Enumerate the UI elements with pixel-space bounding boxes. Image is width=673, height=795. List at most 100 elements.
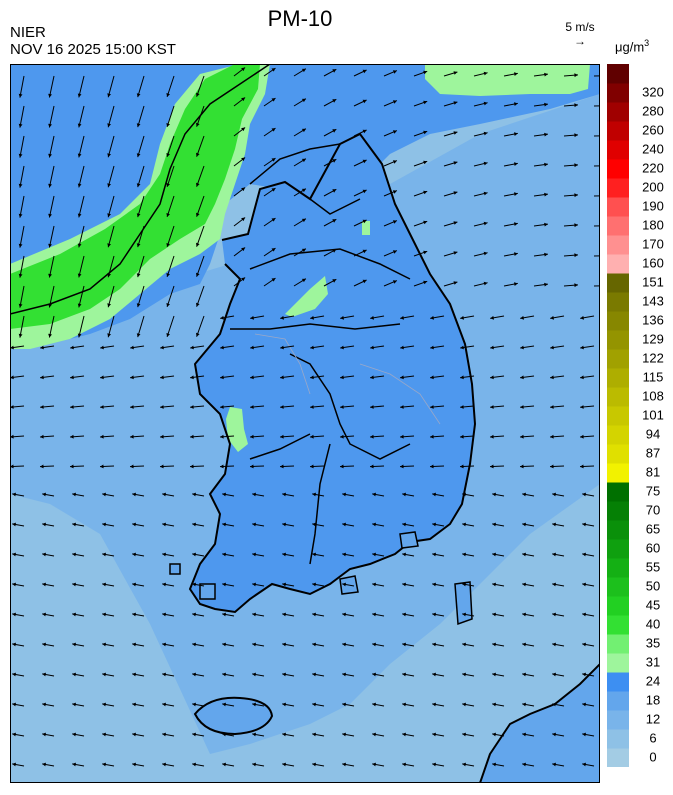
wind-arrow-head <box>42 672 46 677</box>
wind-arrow-head <box>18 153 23 158</box>
wind-arrow-head <box>132 762 136 767</box>
wind-arrow <box>78 225 85 248</box>
wind-arrow-head <box>132 732 136 737</box>
wind-arrow-head <box>552 762 556 767</box>
wind-arrow-head <box>483 101 488 106</box>
wind-scale-reference: 5 m/s → <box>555 20 605 48</box>
header-info: NIER NOV 16 2025 15:00 KST <box>10 24 176 58</box>
legend-swatch <box>607 311 629 331</box>
wind-arrow-head <box>196 302 200 307</box>
legend-label: 55 <box>646 560 660 575</box>
wind-arrow <box>196 315 205 337</box>
wind-arrow-head <box>430 375 434 380</box>
wind-arrow-head <box>490 375 494 380</box>
wind-arrow <box>48 105 55 128</box>
wind-arrow-head <box>162 612 166 617</box>
wind-arrow-head <box>483 191 488 196</box>
wind-arrow-head <box>72 672 76 677</box>
wind-arrow-head <box>192 552 196 557</box>
wind-arrow-head <box>402 522 406 527</box>
wind-arrow <box>166 255 175 278</box>
wind-arrow <box>78 135 85 158</box>
wind-arrow-head <box>222 582 226 587</box>
wind-arrow-head <box>102 672 106 677</box>
wind-arrow-head <box>301 248 306 253</box>
wind-arrow-head <box>514 162 518 166</box>
wind-arrow-head <box>160 405 164 409</box>
wind-arrow-head <box>460 345 464 350</box>
wind-arrow-head <box>552 522 556 527</box>
wind-arrow-head <box>48 93 52 98</box>
right-arrow-icon: → <box>574 34 586 48</box>
wind-arrow-head <box>100 434 104 439</box>
wind-arrow-head <box>370 464 374 469</box>
wind-arrow-head <box>362 249 367 254</box>
wind-arrow-head <box>362 129 367 134</box>
wind-arrow-head <box>10 375 14 380</box>
legend-label: 240 <box>642 142 664 157</box>
legend-label: 81 <box>646 465 660 480</box>
wind-arrow-head <box>282 672 286 677</box>
wind-arrow-head <box>190 434 194 439</box>
wind-arrow-head <box>400 405 404 409</box>
legend-swatch <box>607 710 629 730</box>
legend-swatch <box>607 691 629 711</box>
wind-arrow-head <box>402 642 406 647</box>
wind-arrow-head <box>342 642 346 647</box>
wind-arrow-head <box>492 612 496 617</box>
wind-arrow-head <box>582 642 586 647</box>
wind-arrow-head <box>132 522 136 527</box>
wind-arrow-head <box>136 213 141 218</box>
wind-arrow-head <box>400 434 404 439</box>
wind-arrow-head <box>107 243 111 248</box>
wind-arrow-head <box>544 282 548 287</box>
wind-arrow-head <box>402 492 406 497</box>
wind-arrow <box>196 135 205 157</box>
wind-arrow-head <box>107 303 111 308</box>
wind-arrow-head <box>18 333 23 338</box>
wind-arrow-head <box>130 345 134 350</box>
wind-arrow-head <box>372 642 376 647</box>
wind-arrow-head <box>166 213 170 217</box>
wind-arrow-head <box>222 732 226 737</box>
wind-arrow-head <box>312 732 316 737</box>
wind-arrow <box>19 285 25 308</box>
wind-arrow-head <box>580 464 584 469</box>
wind-arrow-head <box>550 375 554 380</box>
wind-arrow-head <box>332 129 337 133</box>
wind-scale-label: 5 m/s <box>565 20 595 34</box>
wind-arrow <box>48 195 55 218</box>
wind-arrow-head <box>574 193 578 198</box>
wind-arrow-head <box>340 345 344 350</box>
wind-arrow-head <box>514 132 518 136</box>
wind-arrow-head <box>340 464 344 469</box>
wind-arrow-head <box>362 189 367 194</box>
wind-arrow-head <box>301 188 306 193</box>
wind-arrow-head <box>222 612 226 617</box>
wind-arrow <box>19 195 25 218</box>
wind-arrow-head <box>453 131 458 135</box>
legend-label: 280 <box>642 104 664 119</box>
legend-swatch <box>607 577 629 597</box>
wind-arrow-head <box>453 161 458 165</box>
wind-arrow-head <box>190 405 194 409</box>
legend-label: 40 <box>646 617 660 632</box>
wind-arrow <box>137 285 145 308</box>
wind-arrow-head <box>282 702 286 707</box>
wind-arrow-head <box>372 522 376 527</box>
wind-arrow-head <box>100 375 104 380</box>
wind-arrow-head <box>196 122 200 127</box>
wind-arrow-head <box>222 702 226 707</box>
wind-arrow-head <box>136 183 141 188</box>
wind-arrow-head <box>544 192 548 197</box>
wind-arrow-head <box>392 130 397 134</box>
wind-arrow <box>137 75 145 98</box>
wind-arrow-head <box>332 69 337 73</box>
wind-arrow-head <box>372 762 376 767</box>
wind-arrow-head <box>282 732 286 737</box>
wind-arrow-head <box>550 464 554 469</box>
wind-arrow-head <box>250 405 254 409</box>
wind-arrow-head <box>196 272 200 277</box>
wind-arrow-head <box>544 72 548 77</box>
wind-arrow-head <box>48 273 52 278</box>
